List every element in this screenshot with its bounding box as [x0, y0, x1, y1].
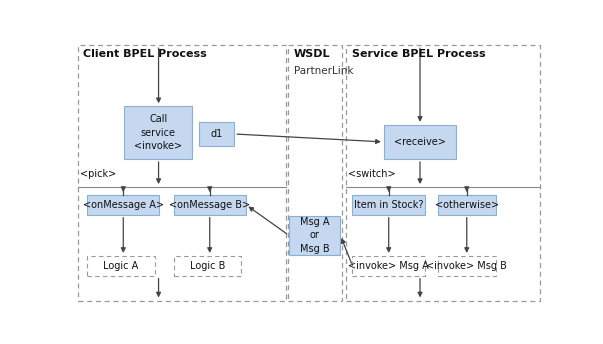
FancyBboxPatch shape — [438, 195, 496, 215]
FancyBboxPatch shape — [384, 125, 456, 159]
Text: d1: d1 — [210, 129, 223, 139]
Text: <otherwise>: <otherwise> — [435, 200, 499, 210]
Text: Service BPEL Process: Service BPEL Process — [352, 49, 485, 59]
FancyBboxPatch shape — [174, 195, 246, 215]
Bar — [438, 256, 496, 276]
Bar — [353, 256, 425, 276]
Text: Item in Stock?: Item in Stock? — [354, 200, 423, 210]
Bar — [288, 45, 342, 301]
Text: Logic B: Logic B — [190, 261, 225, 271]
Text: <invoke> Msg B: <invoke> Msg B — [426, 261, 507, 271]
FancyBboxPatch shape — [87, 195, 159, 215]
Text: <invoke> Msg A: <invoke> Msg A — [349, 261, 429, 271]
Text: Client BPEL Process: Client BPEL Process — [83, 49, 207, 59]
Text: <receive>: <receive> — [394, 137, 446, 147]
FancyBboxPatch shape — [353, 195, 425, 215]
Text: Msg A
or
Msg B: Msg A or Msg B — [300, 217, 329, 254]
Text: <onMessage A>: <onMessage A> — [83, 200, 164, 210]
FancyBboxPatch shape — [199, 122, 235, 146]
Text: WSDL: WSDL — [294, 49, 330, 59]
Text: <pick>: <pick> — [80, 169, 116, 179]
Bar — [174, 256, 241, 276]
Bar — [346, 45, 540, 301]
Text: <switch>: <switch> — [348, 169, 396, 179]
Bar — [87, 256, 155, 276]
Bar — [78, 45, 286, 301]
FancyBboxPatch shape — [124, 106, 192, 159]
Text: PartnerLink: PartnerLink — [294, 66, 353, 76]
Text: <onMessage B>: <onMessage B> — [169, 200, 250, 210]
FancyBboxPatch shape — [289, 216, 340, 255]
Text: Logic A: Logic A — [103, 261, 139, 271]
Text: Call
service
<invoke>: Call service <invoke> — [134, 115, 182, 151]
